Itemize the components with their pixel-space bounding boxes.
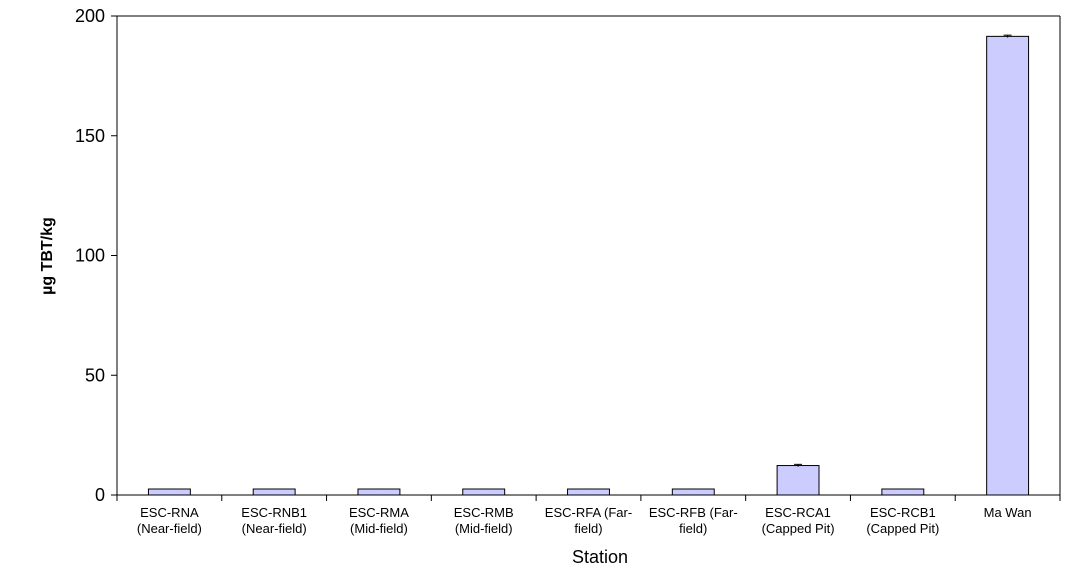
bar: [357, 488, 401, 496]
y-tick-label: 0: [95, 485, 105, 505]
x-tick-label: Ma Wan: [984, 505, 1032, 520]
y-axis: 0 50 100 150 200: [75, 6, 118, 505]
bar: [147, 488, 191, 496]
x-tick-label: ESC-RMB (Mid-field): [454, 505, 514, 536]
plot-area: [117, 15, 1061, 496]
x-tick-label: ESC-RCB1 (Capped Pit): [866, 505, 939, 536]
bar: [671, 488, 715, 496]
x-tick-label: ESC-RMA (Mid-field): [349, 505, 409, 536]
y-axis-title: µg TBT/kg: [39, 217, 56, 295]
x-axis-title: Station: [572, 547, 628, 567]
y-tick-label: 200: [75, 6, 105, 26]
y-tick-label: 50: [85, 365, 105, 385]
y-tick-label: 100: [75, 246, 105, 266]
bar: [462, 488, 506, 496]
bar: [252, 488, 296, 496]
x-tick-label: ESC-RNA (Near-field): [137, 505, 202, 536]
x-tick-label: ESC-RFA (Far-field): [545, 505, 632, 536]
x-axis: ESC-RNA (Near-field) ESC-RNB1 (Near-field) E…: [116, 494, 1061, 536]
bar: [881, 488, 925, 496]
bar: [776, 465, 820, 496]
x-tick-label: ESC-RFB (Far-field): [649, 505, 738, 536]
x-tick-label: ESC-RNB1 (Near-field): [241, 505, 307, 536]
y-tick-label: 150: [75, 126, 105, 146]
bar: [567, 488, 610, 496]
x-tick-label: ESC-RCA1 (Capped Pit): [762, 505, 835, 536]
bar: [986, 35, 1030, 496]
